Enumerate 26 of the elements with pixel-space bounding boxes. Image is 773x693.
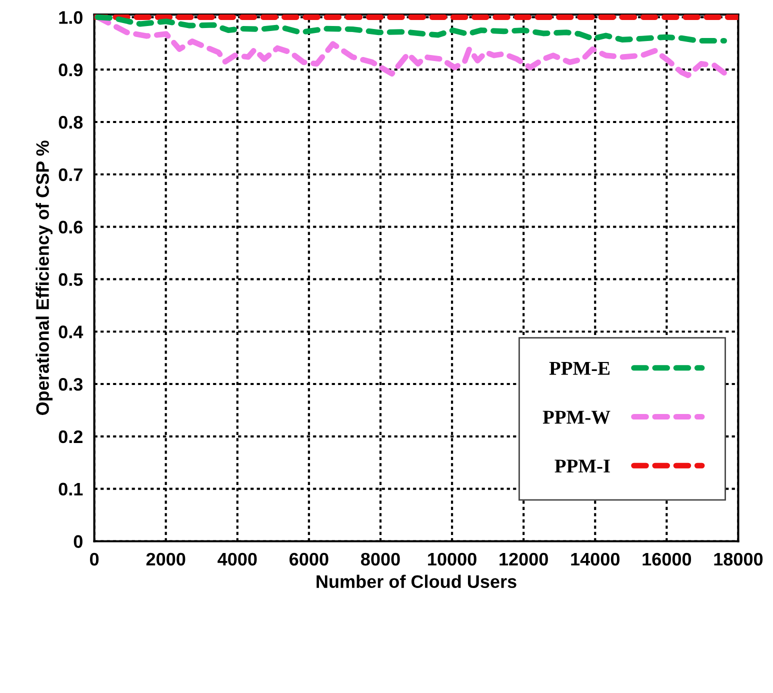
y-tick-label: 0.7 bbox=[58, 168, 82, 182]
x-tick-label: 4000 bbox=[218, 552, 257, 566]
x-tick-label: 8000 bbox=[360, 552, 400, 566]
x-tick-label: 2000 bbox=[146, 552, 186, 566]
x-tick-label: 14000 bbox=[571, 552, 620, 566]
y-tick-label: 0.6 bbox=[58, 220, 83, 234]
y-tick-label: 0 bbox=[74, 535, 82, 548]
x-tick-label: 16000 bbox=[642, 552, 692, 566]
y-tick-label: 0.2 bbox=[58, 430, 82, 444]
y-axis-title: Operational Efficiency of CSP % bbox=[36, 140, 53, 415]
legend-label: PPM-E bbox=[549, 362, 610, 375]
y-tick-label: 0.8 bbox=[58, 116, 83, 129]
x-tick-label: 6000 bbox=[290, 552, 328, 566]
x-axis-title: Number of Cloud Users bbox=[316, 574, 516, 588]
legend-label: PPM-W bbox=[542, 410, 610, 424]
x-tick-label: 0 bbox=[90, 552, 99, 566]
x-tick-label: 12000 bbox=[500, 552, 548, 566]
x-tick-label: 10000 bbox=[428, 552, 476, 566]
y-tick-label: 0.9 bbox=[58, 64, 83, 76]
y-tick-label: 0.1 bbox=[58, 482, 83, 496]
y-tick-label: 1.0 bbox=[59, 11, 82, 24]
y-tick-label: 0.3 bbox=[58, 378, 83, 391]
legend-label: PPM-I bbox=[554, 460, 610, 472]
y-tick-label: 0.4 bbox=[58, 326, 84, 338]
y-tick-label: 0.5 bbox=[58, 273, 83, 286]
x-tick-label: 18000 bbox=[714, 552, 763, 566]
